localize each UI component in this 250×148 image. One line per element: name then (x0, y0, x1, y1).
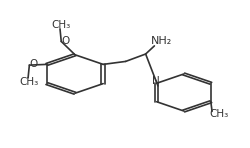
Text: CH₃: CH₃ (210, 109, 229, 119)
Text: O: O (62, 36, 70, 46)
Text: CH₃: CH₃ (20, 77, 39, 87)
Text: O: O (30, 59, 38, 69)
Text: NH₂: NH₂ (151, 36, 172, 46)
Text: N: N (152, 76, 160, 86)
Text: CH₃: CH₃ (52, 20, 71, 30)
